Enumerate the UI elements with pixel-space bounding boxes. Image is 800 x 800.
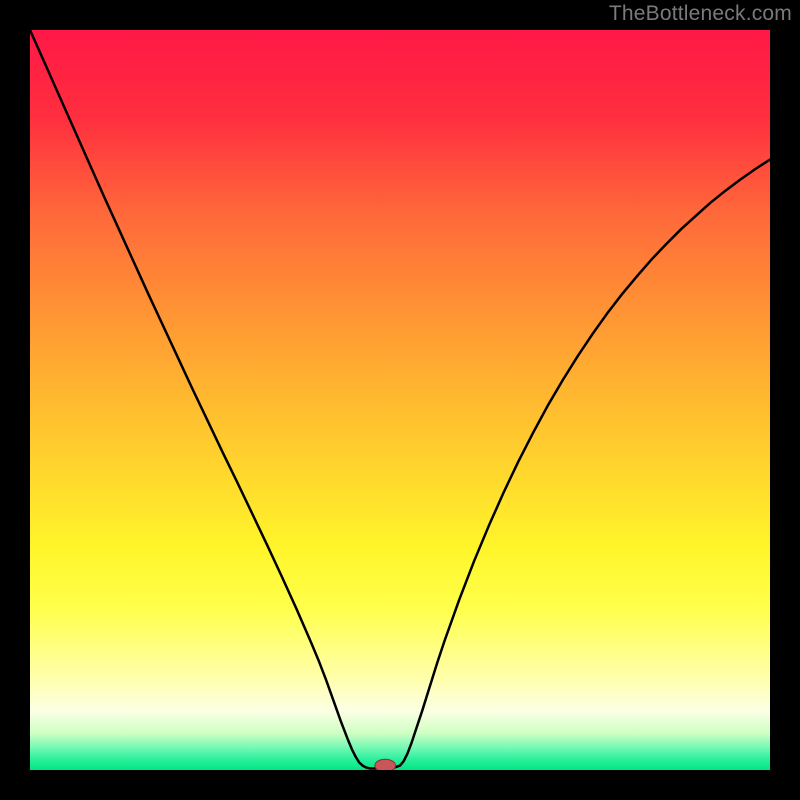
chart-container: TheBottleneck.com	[0, 0, 800, 800]
watermark-text: TheBottleneck.com	[609, 2, 792, 26]
min-marker	[375, 759, 396, 772]
bottleneck-chart	[0, 0, 800, 800]
plot-background-gradient	[30, 30, 770, 770]
